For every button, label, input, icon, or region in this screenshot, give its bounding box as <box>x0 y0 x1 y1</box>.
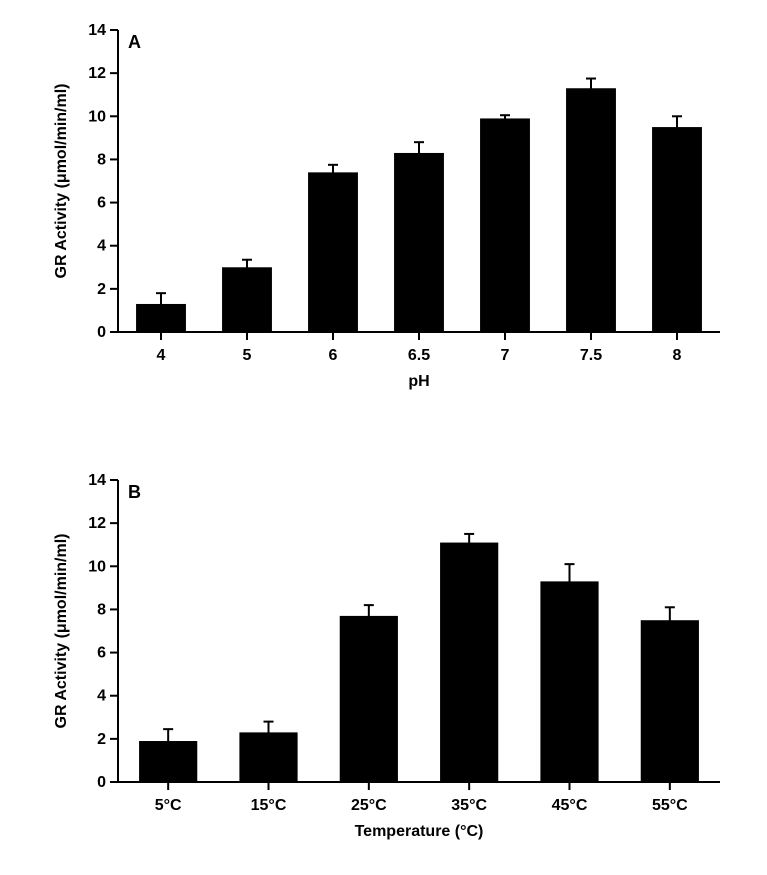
x-tick-label: 45°C <box>552 797 588 814</box>
svg-text:14: 14 <box>88 22 106 39</box>
svg-text:6: 6 <box>97 195 106 212</box>
x-tick-label: 5 <box>243 347 252 364</box>
x-tick-label: 25°C <box>351 797 387 814</box>
bar <box>652 127 702 332</box>
panel-letter: B <box>128 482 141 502</box>
bar <box>440 543 498 782</box>
x-tick-label: 7.5 <box>580 347 602 364</box>
svg-text:4: 4 <box>97 238 106 255</box>
svg-text:12: 12 <box>88 515 106 532</box>
page: 0 2 4 6 8 10 12 14 4 5 6 6.5 7 7.5 8 pH GR Activity (μmo… <box>0 0 767 875</box>
bar <box>480 118 530 332</box>
svg-text:6: 6 <box>97 645 106 662</box>
x-tick-label: 6 <box>329 347 338 364</box>
chart-a: 0 2 4 6 8 10 12 14 4 5 6 6.5 7 7.5 8 pH GR Activity (μmo… <box>40 10 730 410</box>
bar <box>222 267 272 332</box>
svg-text:2: 2 <box>97 281 106 298</box>
bar <box>566 88 616 332</box>
svg-text:14: 14 <box>88 472 106 489</box>
panel-letter: A <box>128 32 141 52</box>
x-tick-label: 35°C <box>451 797 487 814</box>
bar <box>340 616 398 782</box>
x-tick-label: 15°C <box>251 797 287 814</box>
x-tick-label: 5°C <box>155 797 182 814</box>
x-tick-label: 55°C <box>652 797 688 814</box>
svg-text:12: 12 <box>88 65 106 82</box>
x-tick-label: 4 <box>157 347 166 364</box>
x-tick-label: 6.5 <box>408 347 430 364</box>
chart-svg: 0 2 4 6 8 10 12 14 5°C 15°C 25°C 35°C 45°C 55°C Temper… <box>40 460 730 860</box>
y-axis-label: GR Activity (μmol/min/ml) <box>53 84 70 279</box>
svg-text:0: 0 <box>97 324 106 341</box>
svg-text:8: 8 <box>97 151 106 168</box>
bar <box>394 153 444 332</box>
svg-text:8: 8 <box>97 601 106 618</box>
svg-text:4: 4 <box>97 688 106 705</box>
x-axis-label: pH <box>408 373 429 390</box>
chart-b: 0 2 4 6 8 10 12 14 5°C 15°C 25°C 35°C 45°C 55°C Temper… <box>40 460 730 860</box>
x-tick-label: 7 <box>501 347 510 364</box>
svg-text:2: 2 <box>97 731 106 748</box>
bar <box>641 620 699 782</box>
svg-text:10: 10 <box>88 558 106 575</box>
x-axis-label: Temperature (°C) <box>355 823 484 840</box>
svg-text:10: 10 <box>88 108 106 125</box>
chart-svg: 0 2 4 6 8 10 12 14 4 5 6 6.5 7 7.5 8 pH GR Activity (μmo… <box>40 10 730 410</box>
svg-text:0: 0 <box>97 774 106 791</box>
y-axis-label: GR Activity (μmol/min/ml) <box>53 534 70 729</box>
x-tick-label: 8 <box>673 347 682 364</box>
bar <box>540 581 598 782</box>
bar <box>308 172 358 332</box>
